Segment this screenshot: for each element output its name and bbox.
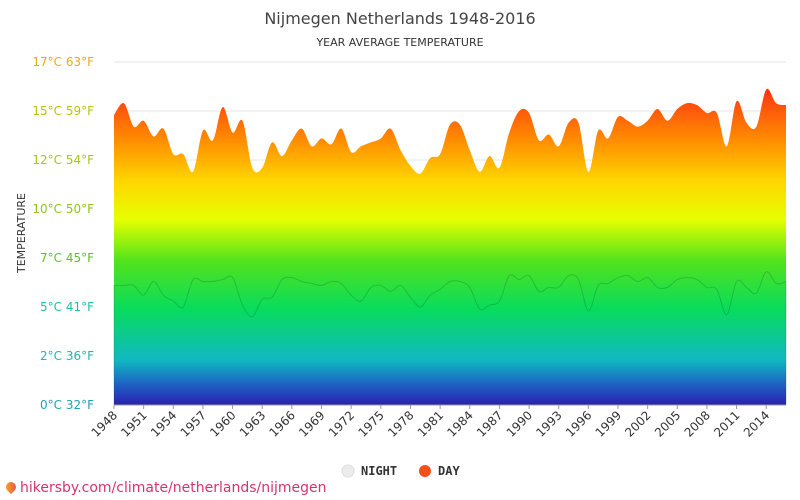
- y-tick-label: 7°C 45°F: [40, 251, 94, 265]
- x-tick-label: 2011: [711, 408, 742, 439]
- x-tick-label: 1993: [533, 408, 564, 439]
- y-tick-label: 12°C 54°F: [32, 153, 94, 167]
- y-tick-label: 5°C 41°F: [40, 300, 94, 314]
- x-tick-label: 2005: [652, 408, 683, 439]
- source-link[interactable]: hikersby.com/climate/netherlands/nijmege…: [3, 479, 327, 496]
- y-tick-label: 15°C 59°F: [32, 104, 94, 118]
- legend-day-marker[interactable]: [419, 465, 431, 477]
- night-series-area[interactable]: [113, 271, 787, 406]
- x-tick-label: 1984: [444, 408, 475, 439]
- area-layer: [113, 88, 787, 406]
- y-tick-label: 2°C 36°F: [40, 349, 94, 363]
- x-tick-label: 1978: [385, 408, 416, 439]
- x-tick-label: 1948: [89, 408, 120, 439]
- x-tick-label: 1999: [593, 408, 624, 439]
- x-tick-label: 2002: [622, 408, 653, 439]
- x-tick-label: 1963: [237, 408, 268, 439]
- x-tick-label: 1975: [355, 408, 386, 439]
- x-tick-label: 2008: [682, 408, 713, 439]
- x-tick-label: 1996: [563, 408, 594, 439]
- legend-night-label[interactable]: NIGHT: [361, 464, 397, 478]
- source-link-text[interactable]: hikersby.com/climate/netherlands/nijmege…: [20, 480, 327, 496]
- legend-day-label[interactable]: DAY: [438, 464, 460, 478]
- x-tick-label: 1990: [504, 408, 535, 439]
- location-pin-icon: [3, 479, 19, 495]
- x-tick-label: 1987: [474, 408, 505, 439]
- x-tick-label: 1954: [148, 408, 179, 439]
- x-tick-label: 1972: [326, 408, 357, 439]
- chart-title: Nijmegen Netherlands 1948-2016: [264, 9, 535, 28]
- chart-subtitle: YEAR AVERAGE TEMPERATURE: [315, 36, 483, 49]
- x-tick-label: 1966: [267, 408, 298, 439]
- legend: NIGHT DAY: [341, 464, 460, 478]
- x-tick-label: 1951: [118, 408, 149, 439]
- x-tick-label: 1969: [296, 408, 327, 439]
- x-tick-label: 2014: [741, 408, 772, 439]
- x-tick-label: 1957: [178, 408, 209, 439]
- y-axis-ticks: 0°C 32°F 2°C 36°F 5°C 41°F 7°C 45°F 10°C 50°…: [32, 55, 94, 412]
- x-tick-label: 1981: [415, 408, 446, 439]
- x-tick-label: 1960: [207, 408, 238, 439]
- y-tick-label: 17°C 63°F: [32, 55, 94, 69]
- x-axis-ticks: 1948195119541957196019631966196919721975…: [89, 405, 772, 440]
- y-tick-label: 10°C 50°F: [32, 202, 94, 216]
- y-tick-label: 0°C 32°F: [40, 398, 94, 412]
- legend-night-marker[interactable]: [341, 464, 355, 478]
- y-axis-label: TEMPERATURE: [15, 193, 28, 274]
